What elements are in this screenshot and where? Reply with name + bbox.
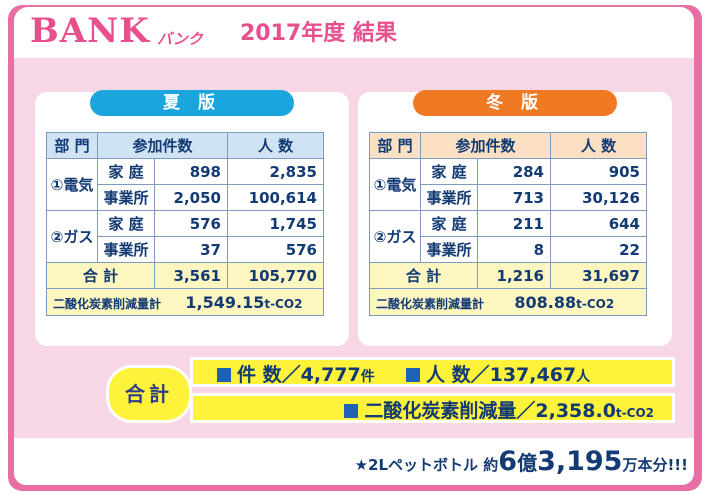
summary-label: 合計	[106, 365, 192, 423]
footnote-prefix: ★2Lペットボトル 約	[354, 456, 499, 474]
sub-business: 事業所	[420, 184, 478, 211]
table-row: ①電気 家 庭 284 905	[369, 158, 647, 211]
summary-count-label: 件 数／	[237, 364, 301, 386]
table-row: ①電気 家 庭 898 2,835	[46, 158, 324, 211]
sub-business: 事業所	[420, 236, 478, 263]
table-row: 事業所 713 30,126	[370, 184, 647, 211]
bottle-footnote: ★2Lペットボトル 約6億3,195万本分!!!	[355, 446, 688, 477]
count-cell: 576	[154, 210, 228, 237]
people-cell: 576	[227, 236, 324, 263]
category-electric: ①電気	[369, 158, 421, 211]
total-label: 合 計	[46, 262, 155, 289]
count-cell: 2,050	[154, 184, 228, 211]
winter-table: 部 門 参加件数 人 数 ①電気 家 庭 284 905 事業所 713 30,…	[369, 132, 647, 316]
count-cell: 713	[477, 184, 551, 211]
category-gas: ②ガス	[46, 210, 98, 263]
table-row: 事業所 37 576	[47, 236, 324, 263]
co2-label: 二酸化炭素削減量計	[53, 296, 162, 311]
total-row: 合 計 3,561 105,770	[46, 262, 324, 289]
summary-people-unit: 人	[576, 369, 591, 385]
category-electric: ①電気	[46, 158, 98, 211]
summary-co2-value: 2,358.0	[535, 400, 616, 422]
people-cell: 22	[550, 236, 647, 263]
people-cell: 100,614	[227, 184, 324, 211]
footnote-big2: 3,195	[537, 446, 623, 477]
total-people: 31,697	[550, 262, 647, 289]
square-bullet-icon	[344, 404, 359, 418]
summer-table: 部 門 参加件数 人 数 ①電気 家 庭 898 2,835 事業所 2,050…	[46, 132, 324, 316]
header-people: 人 数	[227, 132, 324, 159]
header-banner	[14, 7, 694, 59]
square-bullet-icon	[405, 368, 420, 382]
sub-business: 事業所	[97, 184, 155, 211]
co2-value: 1,549.15	[185, 292, 265, 312]
co2-row: 二酸化炭素削減量計 1,549.15t-CO2	[46, 288, 324, 316]
table-row: 事業所 2,050 100,614	[47, 184, 324, 211]
footnote-mid1: 億	[517, 451, 538, 475]
sub-household: 家 庭	[97, 158, 155, 185]
co2-cell: 二酸化炭素削減量計 1,549.15t-CO2	[46, 288, 324, 316]
page-title: 2017年度 結果	[240, 21, 397, 46]
summary-co2-unit: t-CO2	[615, 406, 654, 420]
summary-count-unit: 件	[360, 369, 375, 385]
people-cell: 644	[550, 210, 647, 237]
summary-bar-count: 件 数／4,777件 人 数／137,467人	[190, 357, 675, 387]
people-cell: 905	[550, 158, 647, 185]
footnote-suffix: 万本分!!!	[622, 456, 688, 474]
winter-title: 冬 版	[413, 90, 617, 116]
square-bullet-icon	[217, 368, 231, 382]
count-cell: 37	[154, 236, 228, 263]
co2-value: 808.88	[514, 292, 577, 312]
summer-title: 夏 版	[90, 90, 294, 116]
header-count: 参加件数	[97, 132, 228, 159]
header-department: 部 門	[369, 132, 421, 159]
count-cell: 211	[477, 210, 551, 237]
people-cell: 1,745	[227, 210, 324, 237]
total-row: 合 計 1,216 31,697	[369, 262, 647, 289]
count-cell: 898	[154, 158, 228, 185]
sub-business: 事業所	[97, 236, 155, 263]
footnote-big1: 6	[498, 446, 518, 477]
summary-people-value: 137,467	[489, 364, 577, 386]
table-row: ②ガス 家 庭 576 1,745	[46, 210, 324, 263]
sub-household: 家 庭	[97, 210, 155, 237]
winter-card: 冬 版 部 門 参加件数 人 数 ①電気 家 庭 284 905 事業所 713…	[358, 90, 672, 346]
total-count: 3,561	[154, 262, 228, 289]
brand-kana: バンク	[157, 30, 203, 48]
summary-count-value: 4,777	[300, 364, 361, 386]
header-people: 人 数	[550, 132, 647, 159]
summary-bar-co2: 二酸化炭素削減量／2,358.0t-CO2	[190, 393, 675, 423]
count-cell: 8	[477, 236, 551, 263]
table-row: ②ガス 家 庭 211 644	[369, 210, 647, 263]
people-cell: 30,126	[550, 184, 647, 211]
co2-label: 二酸化炭素削減量計	[376, 296, 485, 311]
table-header-row: 部 門 参加件数 人 数	[369, 132, 647, 159]
sub-household: 家 庭	[420, 210, 478, 237]
total-label: 合 計	[369, 262, 478, 289]
sub-household: 家 庭	[420, 158, 478, 185]
co2-unit: t-CO2	[264, 296, 303, 311]
people-cell: 2,835	[227, 158, 324, 185]
footer-area	[14, 438, 694, 485]
total-count: 1,216	[477, 262, 551, 289]
header-department: 部 門	[46, 132, 98, 159]
co2-cell: 二酸化炭素削減量計 808.88t-CO2	[369, 288, 647, 316]
count-cell: 284	[477, 158, 551, 185]
summary-people-label: 人 数／	[425, 364, 490, 386]
total-people: 105,770	[227, 262, 324, 289]
brand-logo: BANK	[30, 11, 150, 51]
header-count: 参加件数	[420, 132, 551, 159]
summary-co2-label: 二酸化炭素削減量／	[364, 400, 536, 422]
category-gas: ②ガス	[369, 210, 421, 263]
co2-unit: t-CO2	[576, 296, 615, 311]
summer-card: 夏 版 部 門 参加件数 人 数 ①電気 家 庭 898 2,835 事業所 2…	[35, 90, 349, 346]
co2-row: 二酸化炭素削減量計 808.88t-CO2	[369, 288, 647, 316]
table-header-row: 部 門 参加件数 人 数	[46, 132, 324, 159]
